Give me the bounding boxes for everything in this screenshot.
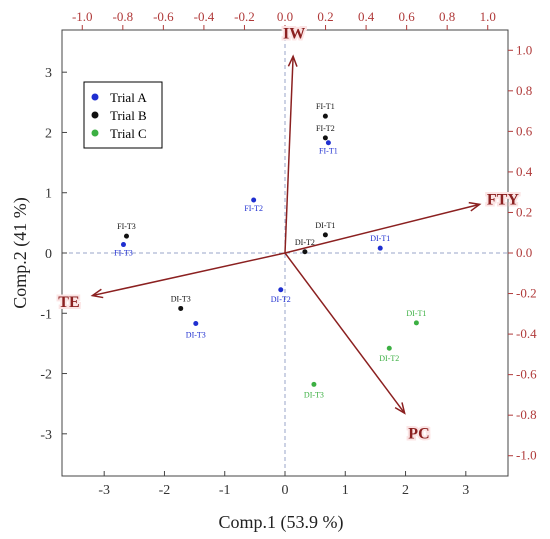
point-label-trial-c-di-t1: DI-T1	[406, 309, 426, 318]
point-trial-a-di-t1	[377, 245, 383, 251]
loading-arrowhead-fty	[468, 201, 482, 212]
point-label-trial-b-fi-t2: FI-T2	[316, 124, 335, 133]
point-label-trial-b-fi-t1: FI-T1	[316, 102, 335, 111]
loading-arrow-iw	[284, 56, 294, 254]
point-trial-b-fi-t2	[322, 135, 328, 141]
loading-arrowhead-iw	[287, 54, 298, 67]
point-trial-a-fi-t3	[120, 242, 126, 248]
loading-arrowhead-pc	[394, 402, 406, 415]
point-trial-c-di-t2	[386, 345, 392, 351]
legend-marker-trial-b	[91, 111, 99, 119]
legend: Trial A Trial B Trial C	[83, 81, 163, 149]
top-tick-label: -0.2	[234, 9, 255, 24]
y-axis-title: Comp.2 (41 %)	[10, 197, 31, 309]
x-axis-title: Comp.1 (53.9 %)	[219, 512, 344, 533]
right-tick-label: -0.4	[516, 326, 537, 341]
right-tick-label: 0.4	[516, 164, 533, 179]
y-tick-label: -1	[40, 307, 52, 322]
point-label-trial-c-di-t2: DI-T2	[379, 354, 399, 363]
x-tick-label: -1	[219, 483, 231, 498]
loading-arrow-fty	[284, 203, 480, 254]
point-trial-a-di-t3	[193, 321, 199, 327]
legend-label-trial-b: Trial B	[110, 108, 147, 123]
legend-label-trial-a: Trial A	[110, 90, 147, 105]
loading-arrowhead-te	[90, 288, 104, 299]
point-trial-b-fi-t1	[322, 113, 328, 119]
loading-label-fty: FTY	[487, 192, 519, 209]
point-label-trial-a-di-t3: DI-T3	[186, 331, 206, 340]
point-label-trial-a-di-t1: DI-T1	[370, 234, 390, 243]
point-label-trial-b-fi-t3: FI-T3	[117, 222, 136, 231]
x-tick-label: 2	[402, 483, 409, 498]
top-tick-label: 0.6	[399, 9, 416, 24]
y-tick-label: 2	[45, 126, 52, 141]
top-tick-label: -1.0	[72, 9, 93, 24]
point-label-trial-a-fi-t3: FI-T3	[114, 249, 133, 258]
loading-label-te: TE	[58, 294, 79, 311]
top-tick-label: 0.2	[317, 9, 333, 24]
x-tick-label: 0	[282, 483, 289, 498]
legend-marker-trial-a	[91, 93, 99, 101]
right-tick-label: -0.8	[516, 407, 537, 422]
top-tick-label: 0.8	[439, 9, 455, 24]
loading-label-pc: PC	[408, 425, 429, 442]
loading-label-iw: IW	[283, 25, 305, 42]
right-tick-label: -0.6	[516, 367, 537, 382]
point-trial-a-di-t2	[278, 287, 284, 293]
top-tick-label: 0.4	[358, 9, 375, 24]
y-tick-label: 0	[45, 247, 52, 262]
top-tick-label: -0.8	[113, 9, 134, 24]
y-tick-label: 3	[45, 66, 52, 81]
top-tick-label: -0.6	[153, 9, 174, 24]
point-label-trial-b-di-t2: DI-T2	[295, 238, 315, 247]
y-tick-label: 1	[45, 187, 52, 202]
right-tick-label: 1.0	[516, 42, 532, 57]
point-label-trial-a-di-t2: DI-T2	[271, 295, 291, 304]
legend-label-trial-c: Trial C	[110, 126, 147, 141]
loading-arrow-te	[92, 252, 286, 297]
top-tick-label: 1.0	[480, 9, 496, 24]
loading-arrow-pc	[284, 252, 406, 414]
y-tick-label: -2	[40, 368, 52, 383]
point-trial-c-di-t3	[311, 381, 317, 387]
x-tick-label: -3	[98, 483, 110, 498]
point-label-trial-a-fi-t1: FI-T1	[319, 147, 338, 156]
right-tick-label: 0.6	[516, 123, 533, 138]
point-trial-b-fi-t3	[123, 233, 129, 239]
right-tick-label: -0.2	[516, 286, 537, 301]
x-tick-label: 3	[462, 483, 469, 498]
point-trial-c-di-t1	[413, 320, 419, 326]
point-label-trial-b-di-t1: DI-T1	[315, 221, 335, 230]
point-trial-a-fi-t2	[251, 197, 257, 203]
point-label-trial-a-fi-t2: FI-T2	[244, 204, 263, 213]
x-tick-label: 1	[342, 483, 349, 498]
top-tick-label: 0.0	[277, 9, 293, 24]
right-tick-label: 0.0	[516, 245, 532, 260]
right-tick-label: 0.2	[516, 204, 532, 219]
legend-marker-trial-c	[91, 129, 99, 137]
point-trial-b-di-t3	[178, 305, 184, 311]
right-tick-label: -1.0	[516, 448, 537, 463]
y-tick-label: -3	[40, 428, 52, 443]
point-label-trial-b-di-t3: DI-T3	[171, 294, 191, 303]
x-tick-label: -2	[159, 483, 171, 498]
right-tick-label: 0.8	[516, 83, 532, 98]
point-label-trial-c-di-t3: DI-T3	[304, 390, 324, 399]
point-trial-b-di-t2	[302, 249, 308, 255]
top-tick-label: -0.4	[194, 9, 215, 24]
point-trial-b-di-t1	[322, 232, 328, 238]
point-trial-a-fi-t1	[325, 140, 331, 146]
